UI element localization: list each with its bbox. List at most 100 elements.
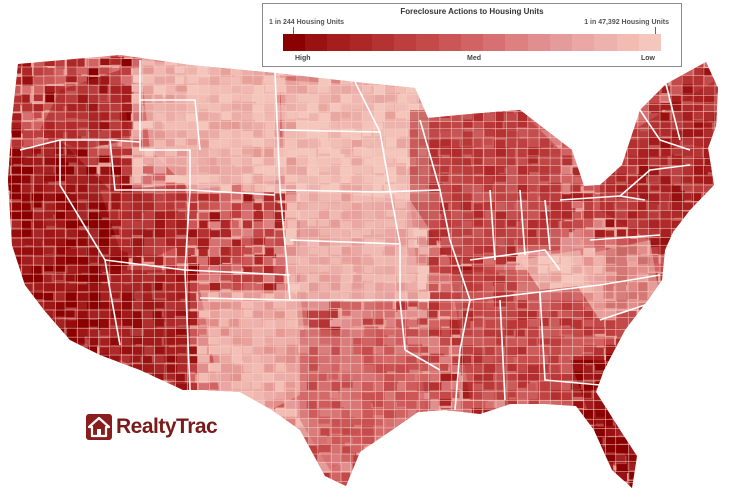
county-cell <box>230 210 243 218</box>
county-cell <box>308 67 321 78</box>
county-cell <box>704 228 717 238</box>
county-cell <box>582 482 597 488</box>
county-cell <box>111 400 121 408</box>
county-cell <box>241 490 255 499</box>
county-cell <box>726 192 738 203</box>
county-cell <box>306 76 318 88</box>
county-cell <box>132 102 143 112</box>
county-cell <box>372 309 383 320</box>
county-cell <box>341 453 356 464</box>
county-cell <box>187 337 197 345</box>
county-cell <box>56 55 70 59</box>
county-cell <box>725 437 738 444</box>
county-cell <box>65 408 79 416</box>
logo-text: RealtyTrac <box>116 415 218 438</box>
county-cell <box>262 256 273 268</box>
county-cell <box>584 122 595 132</box>
county-cell <box>593 122 608 130</box>
county-cell <box>11 480 21 488</box>
county-cell <box>725 427 738 435</box>
county-cell <box>109 453 124 464</box>
legend-swatch <box>394 34 417 51</box>
county-cell <box>716 318 718 327</box>
county-cell <box>297 68 312 77</box>
county-cell <box>493 481 507 488</box>
county-cell <box>715 363 718 375</box>
county-cell <box>561 202 576 213</box>
county-cell <box>485 66 498 75</box>
county-cell <box>43 481 56 488</box>
county-cell <box>21 66 32 78</box>
county-cell <box>694 500 705 504</box>
county-cell <box>209 470 224 482</box>
county-cell <box>626 399 639 408</box>
county-cell <box>495 264 505 273</box>
legend-swatch <box>349 34 372 51</box>
county-cell <box>121 365 136 377</box>
county-cell <box>615 85 629 94</box>
county-cell <box>626 408 640 419</box>
county-cell <box>341 490 352 500</box>
county-cell <box>0 490 8 497</box>
county-cell <box>682 84 695 94</box>
county-cell <box>419 490 433 500</box>
county-cell <box>595 165 606 174</box>
county-cell <box>482 452 496 462</box>
county-cell <box>572 130 587 140</box>
county-cell <box>649 345 663 354</box>
county-cell <box>713 254 718 265</box>
county-cell <box>650 355 660 364</box>
county-cell <box>11 113 22 123</box>
county-cell <box>241 482 255 488</box>
county-cell <box>66 346 78 356</box>
county-cell <box>22 336 34 346</box>
county-cell <box>551 490 564 500</box>
county-cell <box>199 220 211 231</box>
county-cell <box>572 167 585 179</box>
county-cell <box>229 220 239 232</box>
county-cell <box>186 272 198 281</box>
county-cell <box>10 381 24 390</box>
county-cell <box>472 443 486 452</box>
county-cell <box>242 183 252 192</box>
county-cell <box>143 481 156 488</box>
county-cell <box>45 498 55 504</box>
county-cell <box>296 300 308 308</box>
county-cell <box>725 228 737 239</box>
county-cell <box>592 326 605 334</box>
county-cell <box>229 55 241 56</box>
county-cell <box>636 237 650 246</box>
county-cell <box>286 246 301 257</box>
county-cell <box>42 464 56 476</box>
county-cell <box>384 308 396 320</box>
county-cell <box>617 354 631 364</box>
county-cell <box>584 76 594 84</box>
county-cell <box>44 453 57 463</box>
county-cell <box>263 499 273 504</box>
county-cell <box>692 210 702 222</box>
county-cell <box>8 398 11 409</box>
county-cell <box>692 284 705 296</box>
county-cell <box>197 392 212 404</box>
county-cell <box>186 383 198 391</box>
county-cell <box>538 83 549 91</box>
county-cell <box>340 500 351 504</box>
county-cell <box>451 444 461 453</box>
county-cell <box>12 41 21 51</box>
county-cell <box>713 274 718 284</box>
county-cell <box>286 462 296 474</box>
county-cell <box>660 317 670 329</box>
county-cell <box>273 212 285 222</box>
county-cell <box>430 292 444 303</box>
county-cell <box>286 399 299 410</box>
county-cell <box>518 491 528 501</box>
county-cell <box>243 229 258 238</box>
county-cell <box>131 129 142 137</box>
county-cell <box>408 309 423 317</box>
legend-swatch <box>483 34 506 51</box>
county-cell <box>551 471 561 479</box>
county-cell <box>174 390 188 400</box>
county-cell <box>417 462 427 474</box>
county-cell <box>605 86 618 96</box>
county-cell <box>506 66 517 75</box>
